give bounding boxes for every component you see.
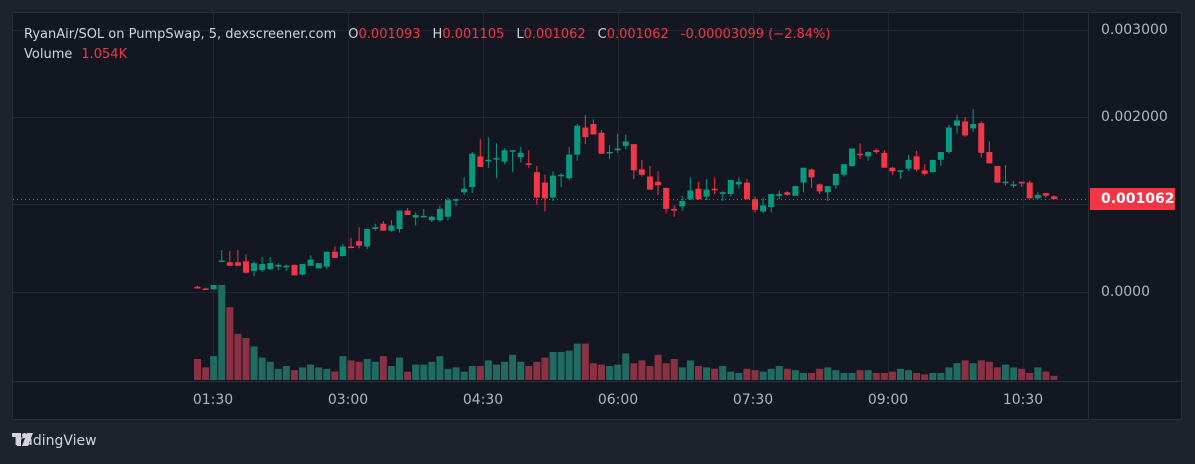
chart-legend: RyanAir/SOL on PumpSwap, 5, dexscreener.… (24, 25, 830, 65)
tradingview-branding[interactable]: TradingView (12, 433, 97, 449)
axis-corner (1088, 381, 1182, 420)
tradingview-logo-text: TradingView (12, 433, 97, 449)
price-label: 0.002000 (1101, 109, 1168, 125)
chart-frame: RyanAir/SOL on PumpSwap, 5, dexscreener.… (12, 12, 1182, 420)
tradingview-logo-icon (12, 433, 33, 446)
legend-open-value: 0.001093 (358, 27, 421, 42)
legend-volume-value: 1.054K (81, 47, 128, 62)
legend-ohlc-row: RyanAir/SOL on PumpSwap, 5, dexscreener.… (24, 25, 830, 45)
legend-change: -0.00003099 (−2.84%) (680, 27, 831, 42)
time-axis[interactable]: 01:30 03:00 04:30 06:00 07:30 09:00 10:30 (13, 381, 1088, 420)
legend-high-label: H (432, 27, 443, 42)
price-label: 0.0000 (1101, 284, 1150, 300)
time-label: 09:00 (867, 392, 909, 408)
time-label: 03:00 (327, 392, 369, 408)
candlestick-chart (13, 13, 1088, 381)
legend-volume-row: Volume 1.054K (24, 45, 830, 65)
time-label: 07:30 (732, 392, 774, 408)
current-price-badge: 0.001062 (1090, 188, 1175, 210)
legend-close-label: C (597, 27, 607, 42)
legend-close-value: 0.001062 (606, 27, 669, 42)
legend-volume-label[interactable]: Volume (24, 47, 73, 62)
time-label: 10:30 (1002, 392, 1044, 408)
chart-plot-area[interactable]: RyanAir/SOL on PumpSwap, 5, dexscreener.… (13, 13, 1088, 381)
legend-symbol[interactable]: RyanAir/SOL on PumpSwap, 5, dexscreener.… (24, 27, 337, 42)
price-label: 0.003000 (1101, 22, 1168, 38)
time-label: 06:00 (597, 392, 639, 408)
time-label: 01:30 (192, 392, 234, 408)
price-axis[interactable]: 0.001062 0.003000 0.002000 0.0000 (1088, 13, 1182, 381)
legend-high-value: 0.001105 (442, 27, 505, 42)
legend-low-label: L (516, 27, 524, 42)
legend-open-label: O (348, 27, 359, 42)
time-label: 04:30 (462, 392, 504, 408)
legend-low-value: 0.001062 (523, 27, 586, 42)
